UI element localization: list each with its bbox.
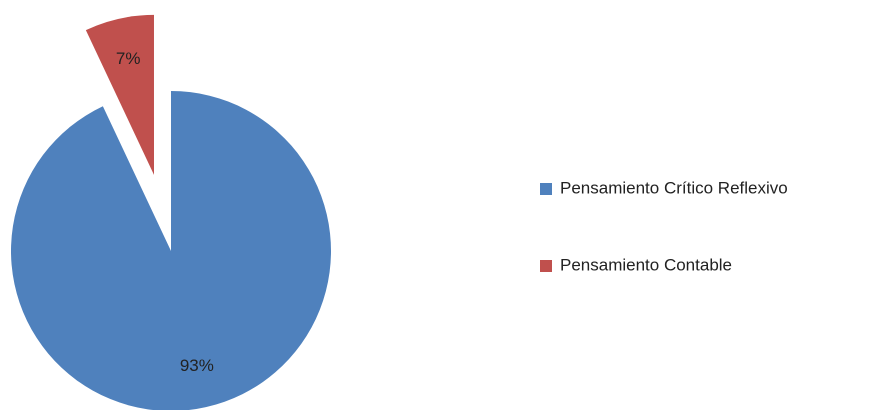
pie-slice [85,14,154,175]
pie-slice [11,91,331,410]
data-label: 7% [116,49,141,68]
legend-label: Pensamiento Contable [560,255,732,274]
data-label: 93% [180,356,214,375]
legend-swatch [540,183,552,195]
legend-swatch [540,260,552,272]
legend-label: Pensamiento Crítico Reflexivo [560,178,788,197]
